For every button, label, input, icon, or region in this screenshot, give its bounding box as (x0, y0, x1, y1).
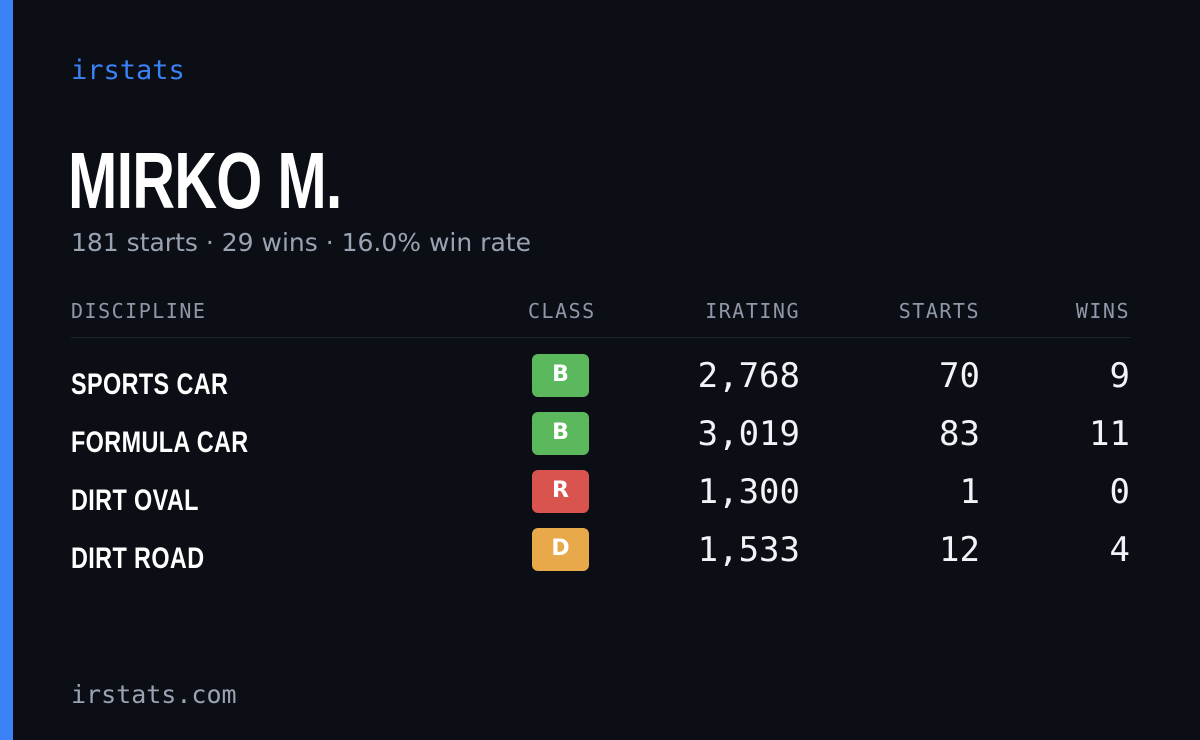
class-badge: D (532, 528, 589, 571)
table-row: DIRT ROAD D 1,533 12 4 (71, 512, 1131, 575)
driver-summary: 181 starts · 29 wins · 16.0% win rate (71, 228, 531, 257)
brand-logo-text: irstats (71, 55, 185, 86)
class-badge: R (532, 470, 589, 513)
header-class: CLASS (528, 299, 596, 323)
driver-name: MIRKO M. (68, 136, 342, 225)
irating-value: 1,533 (697, 530, 800, 570)
footer-site-url[interactable]: irstats.com (71, 680, 237, 709)
table-row: FORMULA CAR B 3,019 83 11 (71, 396, 1131, 459)
wins-value: 0 (1109, 472, 1130, 512)
discipline-name: SPORTS CAR (71, 368, 229, 401)
starts-value: 70 (939, 356, 980, 396)
irating-value: 3,019 (697, 414, 800, 454)
table-row: DIRT OVAL R 1,300 1 0 (71, 454, 1131, 517)
wins-value: 4 (1109, 530, 1130, 570)
header-starts: STARTS (898, 299, 980, 323)
irating-value: 1,300 (697, 472, 800, 512)
class-badge: B (532, 354, 589, 397)
wins-value: 11 (1089, 414, 1130, 454)
starts-value: 12 (939, 530, 980, 570)
table-row: SPORTS CAR B 2,768 70 9 (71, 338, 1131, 401)
header-discipline: DISCIPLINE (71, 299, 207, 323)
wins-value: 9 (1109, 356, 1130, 396)
discipline-name: DIRT ROAD (71, 542, 205, 575)
header-wins: WINS (1075, 299, 1130, 323)
header-irating: IRATING (705, 299, 800, 323)
starts-value: 83 (939, 414, 980, 454)
discipline-name: FORMULA CAR (71, 426, 249, 459)
accent-bar (0, 0, 13, 740)
irating-value: 2,768 (697, 356, 800, 396)
starts-value: 1 (959, 472, 980, 512)
discipline-name: DIRT OVAL (71, 484, 199, 517)
class-badge: B (532, 412, 589, 455)
discipline-table: DISCIPLINE CLASS IRATING STARTS WINS SPO… (71, 295, 1131, 575)
table-header: DISCIPLINE CLASS IRATING STARTS WINS (71, 295, 1131, 338)
